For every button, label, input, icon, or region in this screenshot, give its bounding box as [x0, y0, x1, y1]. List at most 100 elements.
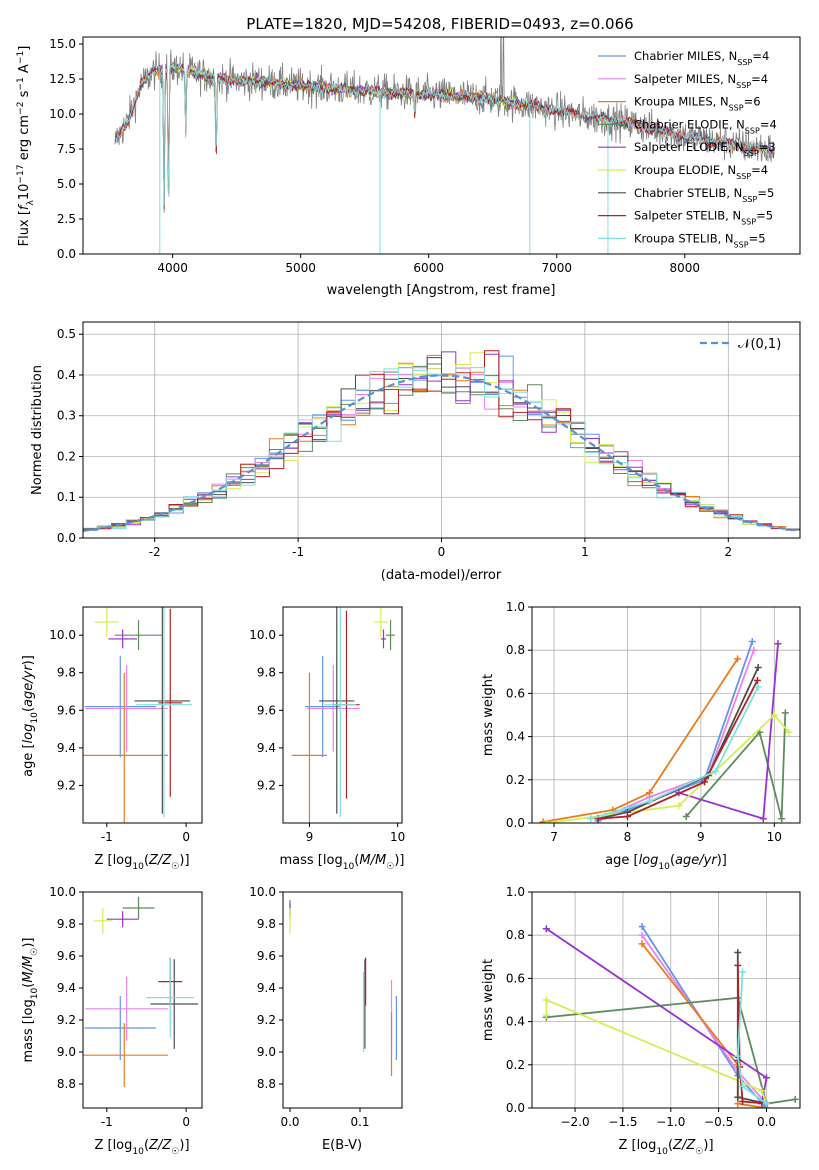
y-tick-label: 9.0 [57, 1045, 76, 1059]
legend-label: Salpeter STELIB, NSSP=5 [634, 209, 773, 227]
x-tick-label: 7000 [541, 261, 572, 275]
mass-ebv-axes: 0.0 0.1 8.8 9.0 9.2 9.4 9.6 9.8 10.0 [249, 885, 403, 1129]
x-tick-label: 10 [390, 830, 405, 844]
spectrum-axes: 4000 5000 6000 7000 8000 0.0 2.5 5.0 7.5 10.0 12.5… [49, 36, 801, 275]
y-tick-label: 9.4 [257, 981, 276, 995]
x-tick-label: 5000 [285, 261, 316, 275]
x-tick-label: 0.0 [757, 1115, 776, 1129]
x-tick-label: 9 [697, 830, 705, 844]
y-tick-label: 9.2 [257, 1013, 276, 1027]
x-tick-label: -1 [101, 830, 113, 844]
x-tick-label: 0 [182, 830, 190, 844]
x-tick-label: -1 [292, 545, 304, 559]
plot-area [291, 607, 395, 823]
series-line [736, 965, 767, 1105]
series-line [546, 713, 790, 823]
legend-label: Salpeter MILES, NSSP=4 [634, 72, 768, 90]
legend-label: 𝒩(0,1) [738, 337, 781, 352]
y-tick-label: 9.4 [57, 981, 76, 995]
y-tick-label: 5.0 [57, 177, 76, 191]
x-axis-label: mass [log10(M/M☉)] [280, 853, 405, 872]
y-tick-label: 15.0 [49, 37, 76, 51]
x-tick-label: 8 [624, 830, 632, 844]
legend-label: Chabrier STELIB, NSSP=5 [634, 186, 774, 204]
y-tick-label: 9.2 [57, 778, 76, 792]
y-tick-label: 0.2 [57, 449, 76, 463]
series-line [590, 686, 759, 820]
axes-frame [531, 606, 801, 824]
plot-area [83, 607, 192, 823]
x-tick-label: 8000 [669, 261, 700, 275]
legend-label: Kroupa ELODIE, NSSP=4 [634, 163, 768, 181]
massweight-z-axes: −2.0 −1.5 −1.0 −0.5 0.0 0.0 0.2 0.4 0.6 0.8 1.0 [506, 885, 801, 1129]
y-tick-label: 0.2 [506, 1058, 525, 1072]
legend-label: Salpeter ELODIE, NSSP=3 [634, 140, 776, 158]
y-tick-label: 9.6 [57, 703, 76, 717]
x-axis-label: Z [log10(Z/Z☉)] [94, 1138, 189, 1157]
series-line [736, 971, 768, 1105]
y-tick-label: 0.2 [506, 773, 525, 787]
x-axis-label: E(B-V) [322, 1138, 362, 1153]
y-tick-label: 8.8 [57, 1077, 76, 1091]
series-line [605, 649, 755, 818]
y-tick-label: 0.0 [57, 247, 76, 261]
x-tick-label: 1 [581, 545, 589, 559]
plot-area [289, 900, 397, 1076]
x-axis-label: Z [log10(Z/Z☉)] [618, 1138, 713, 1157]
axes-frame [531, 891, 801, 1109]
x-tick-label: 7 [550, 830, 558, 844]
x-axis-label: age [log10(age/yr)] [605, 853, 727, 872]
y-tick-label: 10.0 [49, 885, 76, 899]
y-tick-label: 9.8 [257, 917, 276, 931]
x-tick-label: 9 [306, 830, 314, 844]
axes-frame [282, 606, 403, 824]
histogram-axes: -2 -1 0 1 2 0.0 0.1 0.2 0.3 0.4 0.5 [57, 321, 801, 559]
y-tick-label: 0.4 [57, 368, 76, 382]
y-axis-label: mass [log10(M/M☉)] [21, 938, 40, 1063]
x-axis-label: wavelength [Angstrom, rest frame] [327, 283, 556, 298]
y-tick-label: 2.5 [57, 212, 76, 226]
y-tick-label: 0.8 [506, 643, 525, 657]
series-line [641, 934, 768, 1105]
y-tick-label: 9.0 [257, 1045, 276, 1059]
y-tick-label: 10.0 [49, 628, 76, 642]
histogram-step [83, 357, 800, 531]
y-tick-label: 10.0 [249, 628, 276, 642]
y-tick-label: 10.0 [49, 107, 76, 121]
series-line [641, 926, 766, 1107]
legend-label: Kroupa MILES, NSSP=6 [634, 95, 761, 113]
normal-curve [83, 374, 800, 532]
legend: Chabrier MILES, NSSP=4 Salpeter MILES, NS… [598, 49, 777, 249]
x-tick-label: 0.0 [280, 1115, 299, 1129]
y-tick-label: 0.5 [57, 327, 76, 341]
plot-area [83, 350, 800, 532]
y-axis-label: mass weight [481, 674, 496, 756]
y-axis-label: Normed distribution [30, 365, 45, 495]
axes-frame [82, 606, 203, 824]
y-tick-label: 9.6 [257, 949, 276, 963]
age-z-axes: -1 0 9.2 9.4 9.6 9.8 10.0 [49, 606, 203, 844]
x-tick-label: 2 [724, 545, 732, 559]
y-tick-label: 1.0 [506, 600, 525, 614]
y-tick-label: 9.6 [57, 949, 76, 963]
x-tick-label: 6000 [413, 261, 444, 275]
x-tick-label: −2.0 [561, 1115, 590, 1129]
y-tick-label: 9.8 [257, 666, 276, 680]
series-line [542, 658, 739, 823]
y-tick-label: 9.4 [57, 741, 76, 755]
y-axis-label: age [log10(age/yr)] [21, 655, 40, 777]
series-line [546, 996, 796, 1105]
legend-label: Kroupa STELIB, NSSP=5 [634, 231, 766, 249]
plot-area [539, 638, 793, 823]
plot-area [114, 37, 775, 254]
y-tick-label: 0.1 [57, 490, 76, 504]
y-tick-label: 0.3 [57, 409, 76, 423]
y-tick-label: 9.8 [57, 917, 76, 931]
y-tick-label: 10.0 [249, 885, 276, 899]
x-tick-label: 10 [767, 830, 782, 844]
y-tick-label: 12.5 [49, 72, 76, 86]
y-tick-label: 9.2 [57, 1013, 76, 1027]
y-tick-label: 0.6 [506, 971, 525, 985]
x-tick-label: −0.5 [704, 1115, 733, 1129]
